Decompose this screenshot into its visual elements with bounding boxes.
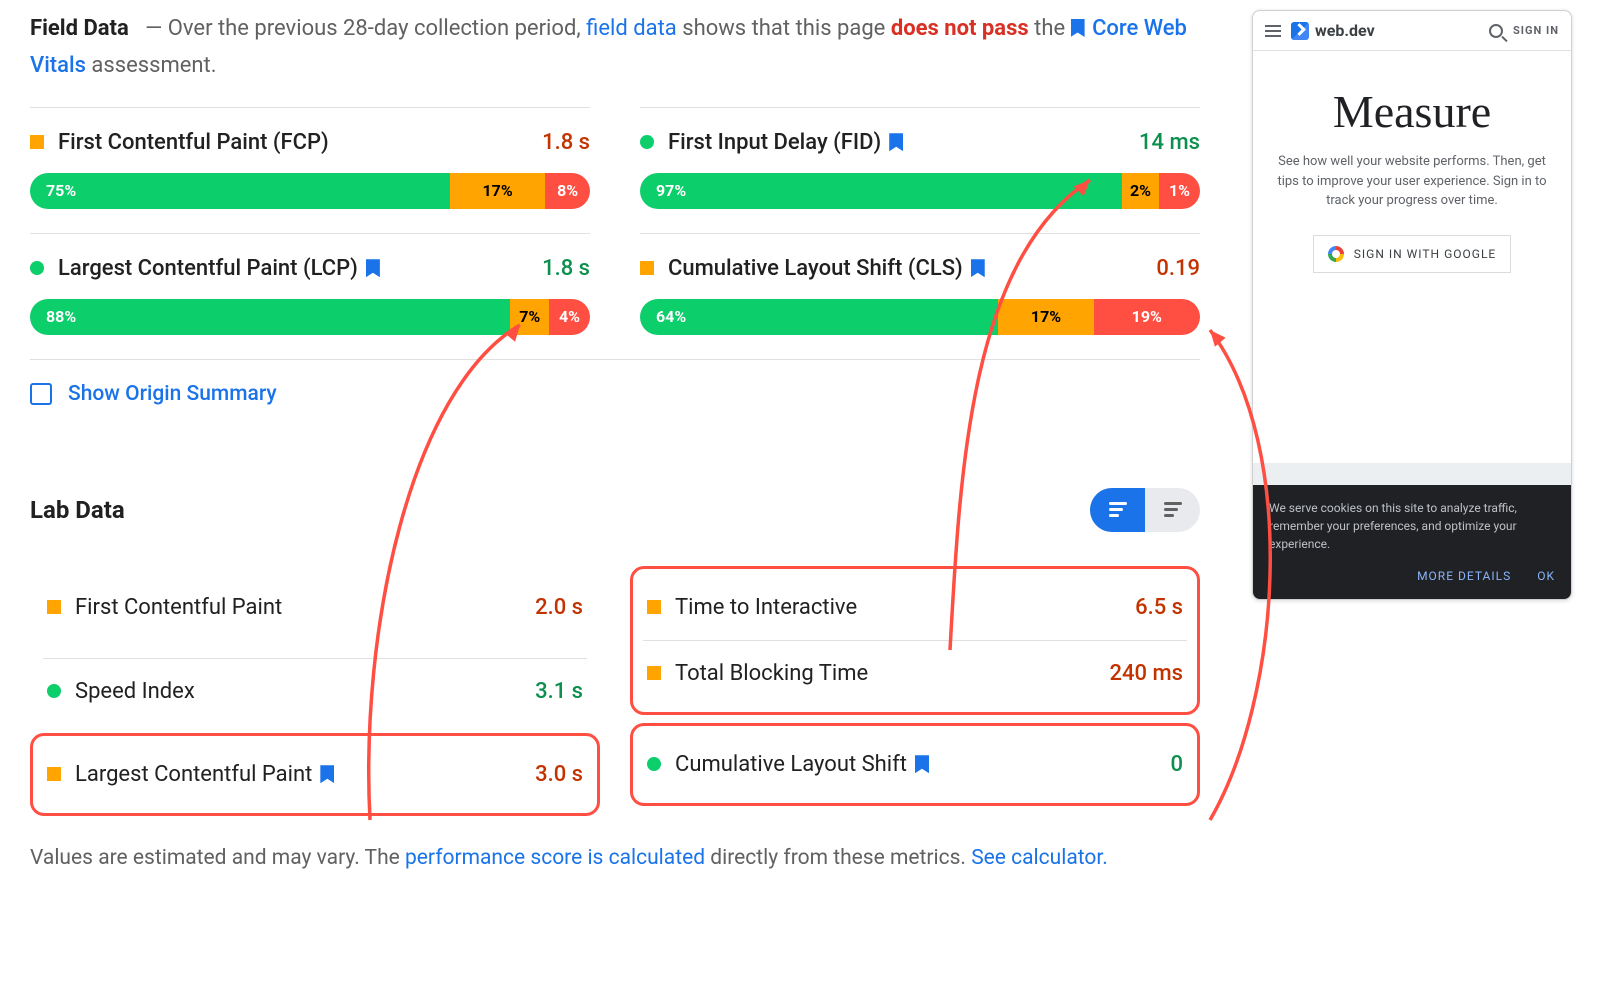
dist-segment-red: 19% <box>1094 299 1200 335</box>
lab-metric-name: Cumulative Layout Shift <box>675 752 1156 777</box>
cookie-more-details[interactable]: MORE DETAILS <box>1417 567 1511 585</box>
lab-cell: Largest Contentful Paint 3.0 s <box>30 733 600 816</box>
google-logo-icon <box>1328 246 1344 262</box>
dist-segment-green: 88% <box>30 299 510 335</box>
dist-segment-red: 1% <box>1159 173 1200 209</box>
circle-icon <box>640 135 654 149</box>
dist-segment-orange: 17% <box>450 173 545 209</box>
metric-card: Cumulative Layout Shift (CLS) 0.19 64%17%1… <box>640 233 1200 359</box>
distribution-bar: 75%17%8% <box>30 173 590 209</box>
metric-card: First Contentful Paint (FCP) 1.8 s 75%17%8… <box>30 107 590 233</box>
metric-value: 1.8 s <box>542 130 590 155</box>
lab-metric-value: 240 ms <box>1110 661 1183 686</box>
dist-segment-red: 4% <box>549 299 590 335</box>
lab-metric-value: 3.1 s <box>535 679 583 704</box>
square-icon <box>47 600 61 614</box>
bookmark-icon <box>366 259 380 277</box>
square-icon <box>30 135 44 149</box>
see-calculator-link[interactable]: See calculator. <box>971 846 1108 870</box>
circle-icon <box>30 261 44 275</box>
phone-spacer <box>1253 463 1571 485</box>
bookmark-icon <box>915 755 929 773</box>
lines-icon <box>1109 502 1127 517</box>
show-origin-label: Show Origin Summary <box>68 382 277 406</box>
checkbox-empty-icon[interactable] <box>30 383 52 405</box>
lab-metric-name: First Contentful Paint <box>75 595 521 620</box>
metric-value: 14 ms <box>1139 130 1200 155</box>
signin-link[interactable]: SIGN IN <box>1513 24 1559 37</box>
bookmark-icon <box>971 259 985 277</box>
lab-grid: First Contentful Paint 2.0 s Speed Index 3.… <box>30 566 1200 816</box>
lab-metric-value: 0 <box>1170 752 1183 777</box>
lab-footer: Values are estimated and may vary. The p… <box>30 842 1200 876</box>
square-icon <box>640 261 654 275</box>
metric-title: Cumulative Layout Shift (CLS) <box>668 256 1142 281</box>
lab-metric-name: Total Blocking Time <box>675 661 1096 686</box>
lines-icon <box>1164 502 1182 517</box>
dist-segment-orange: 2% <box>1122 173 1159 209</box>
dist-segment-green: 75% <box>30 173 450 209</box>
dist-segment-orange: 17% <box>998 299 1093 335</box>
assessment-fail: does not pass <box>891 16 1029 41</box>
circle-icon <box>47 684 61 698</box>
dist-segment-orange: 7% <box>510 299 549 335</box>
square-icon <box>47 767 61 781</box>
measure-heading: Measure <box>1273 85 1551 138</box>
cookie-banner: We serve cookies on this site to analyze… <box>1253 485 1571 599</box>
view-toggle-expanded[interactable] <box>1145 488 1200 532</box>
field-metrics-grid: First Contentful Paint (FCP)1.8 s75%17%8… <box>30 107 1200 359</box>
lab-metric-name: Speed Index <box>75 679 521 704</box>
dist-segment-green: 97% <box>640 173 1122 209</box>
hamburger-icon[interactable] <box>1265 25 1281 37</box>
perf-score-link[interactable]: performance score is calculated <box>405 846 705 870</box>
metric-card: Largest Contentful Paint (LCP) 1.8 s 88%7%… <box>30 233 590 359</box>
field-data-title: Field Data <box>30 16 129 41</box>
view-toggle[interactable] <box>1090 488 1200 532</box>
lab-cell: First Contentful Paint 2.0 s <box>30 566 600 649</box>
dist-segment-green: 64% <box>640 299 998 335</box>
square-icon <box>647 600 661 614</box>
view-toggle-compact[interactable] <box>1090 488 1145 532</box>
bookmark-icon <box>1071 19 1085 37</box>
lab-cell: Speed Index 3.1 s <box>30 649 600 733</box>
metric-card: First Input Delay (FID) 14 ms 97%2%1% <box>640 107 1200 233</box>
distribution-bar: 64%17%19% <box>640 299 1200 335</box>
circle-icon <box>647 757 661 771</box>
distribution-bar: 88%7%4% <box>30 299 590 335</box>
lab-cell: Time to Interactive 6.5 s Total Blocking T… <box>630 566 1200 715</box>
metric-value: 0.19 <box>1156 256 1200 281</box>
lab-cell: Cumulative Layout Shift 0 <box>630 723 1200 806</box>
show-origin-row[interactable]: Show Origin Summary <box>30 359 1200 428</box>
metric-value: 1.8 s <box>542 256 590 281</box>
google-signin-button[interactable]: SIGN IN WITH GOOGLE <box>1313 235 1511 273</box>
webdev-mark-icon <box>1291 22 1309 40</box>
bookmark-icon <box>889 133 903 151</box>
search-icon[interactable] <box>1489 24 1503 38</box>
lab-metric-value: 6.5 s <box>1135 595 1183 620</box>
field-data-link[interactable]: field data <box>586 16 677 41</box>
metric-title: First Contentful Paint (FCP) <box>58 130 528 155</box>
lab-metric-name: Largest Contentful Paint <box>75 762 521 787</box>
dist-segment-red: 8% <box>545 173 590 209</box>
lab-metric-value: 2.0 s <box>535 595 583 620</box>
lab-data-title: Lab Data <box>30 496 1090 524</box>
field-data-header: Field Data — Over the previous 28-day co… <box>30 10 1200 85</box>
phone-toolbar: web.dev SIGN IN <box>1253 11 1571 51</box>
phone-preview: web.dev SIGN IN Measure See how well you… <box>1252 10 1572 600</box>
square-icon <box>647 666 661 680</box>
metric-title: First Input Delay (FID) <box>668 130 1125 155</box>
lab-metric-value: 3.0 s <box>535 762 583 787</box>
measure-desc: See how well your website performs. Then… <box>1273 152 1551 211</box>
distribution-bar: 97%2%1% <box>640 173 1200 209</box>
lab-metric-name: Time to Interactive <box>675 595 1121 620</box>
metric-title: Largest Contentful Paint (LCP) <box>58 256 528 281</box>
webdev-logo[interactable]: web.dev <box>1291 21 1375 40</box>
cookie-ok[interactable]: OK <box>1537 567 1555 585</box>
bookmark-icon <box>320 765 334 783</box>
